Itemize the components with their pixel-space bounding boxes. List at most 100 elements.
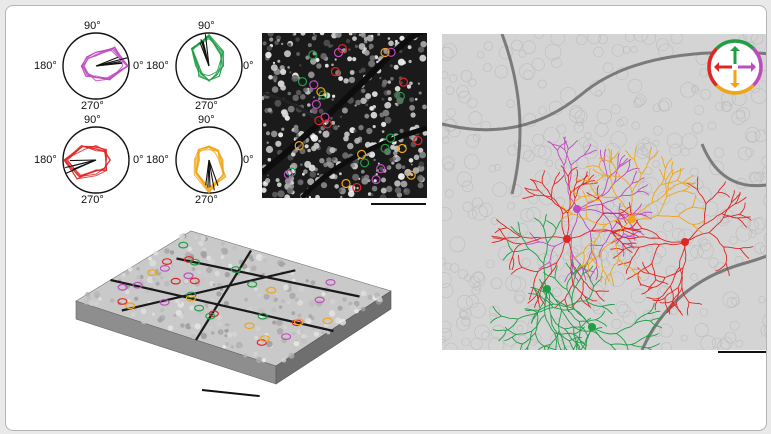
dendrite-branch — [610, 236, 623, 244]
dendrite-branch — [602, 269, 610, 282]
cell-body — [361, 177, 369, 185]
dendrite-branch — [589, 266, 597, 279]
tissue-texture — [315, 299, 323, 307]
cell-texture — [444, 189, 454, 198]
dendrite-branch — [617, 260, 631, 266]
cell-texture — [471, 197, 483, 209]
preferred-direction-vector — [208, 159, 219, 186]
cell-body — [276, 35, 281, 41]
soma — [543, 285, 551, 293]
tissue-texture — [167, 325, 174, 331]
cell-body — [361, 175, 364, 179]
cell-texture — [442, 327, 452, 341]
dendrite-branch — [576, 263, 589, 270]
cell-body — [332, 157, 336, 161]
cell-texture — [707, 121, 717, 131]
cell-texture — [698, 237, 708, 247]
cell-texture — [442, 43, 458, 59]
dendrite-branch — [543, 263, 548, 290]
roi-outline — [159, 265, 171, 272]
tissue-texture — [160, 275, 164, 280]
cell-texture — [680, 334, 688, 342]
dendrite-branch — [553, 303, 575, 309]
cell-body — [310, 134, 319, 142]
dendrite-branch — [618, 258, 633, 270]
angle-label-90: 90° — [198, 20, 215, 32]
cell-body — [358, 69, 363, 74]
tissue-texture — [305, 317, 309, 321]
dendrite-branch — [682, 190, 696, 195]
dendrite-branch — [506, 227, 521, 238]
dendrite-branch — [599, 244, 604, 258]
dendrite-branch — [633, 146, 638, 160]
preferred-direction-vector — [208, 159, 211, 188]
dendrite-branch — [595, 290, 610, 292]
dendrite-branch — [542, 226, 548, 244]
cell-texture — [622, 46, 631, 54]
cell-texture — [602, 62, 614, 74]
cell-texture — [529, 338, 537, 346]
tissue-texture — [354, 308, 359, 314]
tissue-texture — [243, 353, 248, 358]
tissue-texture — [119, 296, 126, 303]
dendrite-branch — [620, 208, 633, 216]
cell-body — [318, 139, 321, 143]
tissue-texture — [214, 270, 220, 277]
dendrite-branch — [679, 266, 683, 288]
cell-body — [265, 178, 271, 184]
tissue-texture — [232, 331, 238, 337]
cell-body — [278, 132, 284, 138]
dendrite-branch — [691, 194, 697, 208]
cell-body — [368, 47, 372, 50]
cell-body — [265, 145, 274, 154]
dendrite-branch — [651, 244, 660, 264]
dendrite-branch — [651, 184, 662, 203]
cell-texture — [633, 34, 649, 42]
dendrite-branch — [725, 262, 730, 276]
dendrite-branch — [563, 346, 566, 350]
dendrite-branch — [598, 166, 611, 179]
tissue-texture — [252, 351, 258, 357]
dendrite-branch — [630, 246, 640, 262]
tissue-texture — [125, 289, 130, 295]
cell-texture — [699, 308, 709, 317]
cell-texture — [731, 110, 746, 125]
dendrite-branch — [628, 228, 642, 232]
cell-body — [270, 130, 278, 138]
tissue-texture — [184, 279, 189, 284]
cell-body — [262, 41, 267, 46]
dendrite-branch — [545, 262, 558, 281]
tissue-texture — [278, 261, 285, 267]
dendrite-branch — [633, 159, 642, 175]
dendrite-branch — [665, 157, 673, 169]
polar-chart-green — [175, 32, 243, 100]
cell-texture — [521, 258, 531, 268]
cell-body — [408, 59, 412, 64]
dendrite-branch — [492, 305, 502, 317]
cell-body — [382, 79, 388, 85]
cell-texture — [456, 171, 472, 187]
tissue-texture — [264, 282, 270, 288]
dendrite-branch — [580, 317, 592, 328]
dendrite-branch — [670, 266, 680, 287]
dendrite-branch — [667, 174, 674, 191]
cell-body — [413, 154, 420, 161]
cell-texture — [618, 117, 628, 127]
cell-texture — [694, 105, 705, 115]
polar-chart-red — [62, 126, 130, 194]
dendrite-branch — [567, 165, 572, 186]
dendrite-branch — [590, 231, 593, 252]
cell-body — [379, 112, 385, 118]
cell-body — [387, 165, 390, 168]
roi-outline — [291, 319, 302, 327]
cell-body — [280, 68, 287, 75]
soma — [628, 215, 636, 223]
roi-outline — [247, 280, 258, 288]
tissue-texture — [155, 278, 160, 283]
cell-body — [308, 164, 316, 172]
dendrite-branch — [536, 279, 547, 295]
tissue-texture — [220, 255, 225, 259]
dendrite-branch — [568, 340, 575, 350]
dendrite-branch — [585, 300, 602, 307]
dendrite-branch — [544, 345, 558, 350]
